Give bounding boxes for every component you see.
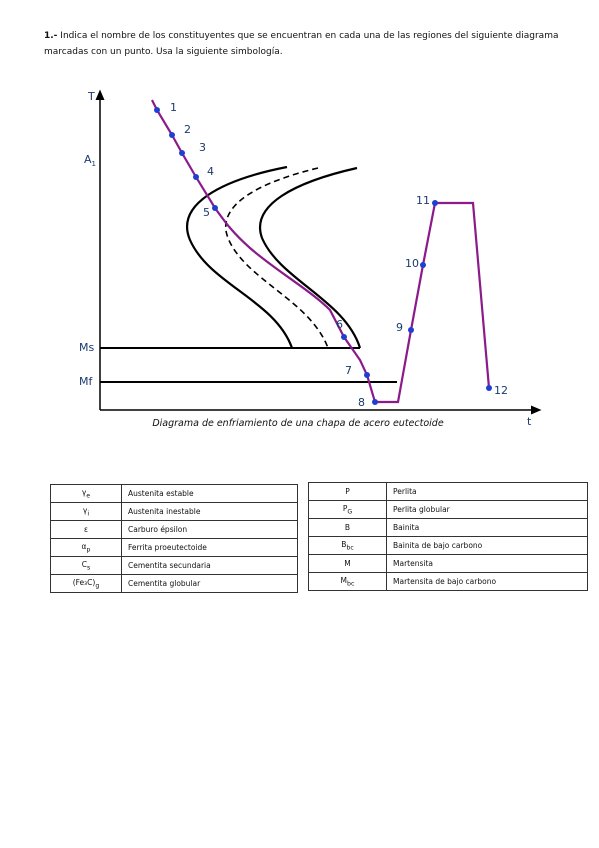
- name-cell: Austenita inestable: [121, 502, 298, 521]
- table-row: γi Austenita inestable: [50, 502, 298, 521]
- a1-label: A1: [84, 153, 96, 168]
- ms-label: Ms: [79, 341, 94, 354]
- symbol-cell: B: [308, 518, 387, 537]
- table-row: B Bainita: [308, 518, 588, 537]
- point-label: 10: [405, 257, 419, 270]
- name-cell: Bainita de bajo carbono: [386, 536, 588, 555]
- symbol: M: [344, 559, 351, 568]
- symbol-cell: Cs: [50, 556, 122, 575]
- symbol: γ: [81, 487, 87, 497]
- symbol: α: [81, 541, 87, 551]
- symbol-sub: p: [86, 546, 91, 554]
- point-dot: [432, 200, 438, 206]
- point-dot: [420, 262, 426, 268]
- a1-base: A: [84, 153, 92, 166]
- symbol: γ: [82, 505, 88, 515]
- symbol-cell: αp: [50, 538, 122, 557]
- table-row: P Perlita: [308, 482, 588, 501]
- table-row: αp Ferrita proeutectoide: [50, 538, 298, 557]
- table-row: M Martensita: [308, 554, 588, 573]
- point-label: 9: [396, 321, 403, 334]
- point-dot: [408, 327, 414, 333]
- point-label: 8: [358, 396, 365, 409]
- point-label: 6: [336, 318, 343, 331]
- table-row: Mbc Martensita de bajo carbono: [308, 572, 588, 591]
- name-cell: Perlita globular: [386, 500, 588, 519]
- name-cell: Ferrita proeutectoide: [121, 538, 298, 557]
- symbol: P: [342, 503, 348, 513]
- point-dot: [212, 205, 218, 211]
- diagram: T t A1 Ms Mf Diagrama de enfriamiento de…: [79, 89, 542, 429]
- table-row: Cs Cementita secundaria: [50, 556, 298, 575]
- start-curve: [186, 165, 294, 349]
- symbol-sub: bc: [346, 544, 354, 552]
- name-cell: Cementita secundaria: [121, 556, 298, 575]
- mid-curve: [225, 167, 329, 349]
- table-row: ε Carburo épsilon: [50, 520, 298, 539]
- point-label: 7: [345, 364, 352, 377]
- symbol-cell: ε: [50, 520, 122, 539]
- symbol-sub: s: [86, 564, 91, 572]
- question-text: Indica el nombre de los constituyentes q…: [44, 31, 559, 57]
- name-cell: Carburo épsilon: [121, 520, 298, 539]
- name-cell: Martensita: [386, 554, 588, 573]
- symbol-cell: γi: [50, 502, 122, 521]
- symbol: B: [344, 523, 351, 532]
- symbol: C: [81, 559, 87, 569]
- symbol-cell: (Fe₃C)g: [50, 574, 122, 593]
- name-cell: Austenita estable: [121, 484, 298, 503]
- point-dot: [341, 334, 347, 340]
- symbol: P: [345, 487, 350, 496]
- x-axis-label: t: [527, 415, 532, 428]
- symbol-table: γe Austenita estable γi Austenita inestable…: [50, 484, 298, 593]
- symbol-sub: bc: [347, 580, 355, 588]
- symbol: (Fe₃C): [72, 577, 96, 587]
- name-cell: Perlita: [386, 482, 588, 501]
- point-label: 2: [184, 123, 191, 136]
- table-row: γe Austenita estable: [50, 484, 298, 503]
- mf-label: Mf: [79, 375, 93, 388]
- symbol-cell: P: [308, 482, 387, 501]
- symbol-table: P Perlita PG Perlita globular B Bainita Bbc Bai…: [308, 482, 588, 591]
- symbol: M: [340, 575, 348, 585]
- symbol-cell: M: [308, 554, 387, 573]
- point-label: 4: [207, 165, 214, 178]
- symbol-sub: G: [347, 508, 353, 516]
- end-curve: [259, 166, 362, 349]
- question: 1.- Indica el nombre de los constituyent…: [44, 28, 564, 60]
- point-dot: [372, 399, 378, 405]
- caption: Diagrama de enfriamiento de una chapa de…: [152, 418, 444, 429]
- symbol-cell: Mbc: [308, 572, 387, 591]
- question-number: 1.-: [44, 31, 58, 41]
- name-cell: Cementita globular: [121, 574, 298, 593]
- point-dot: [179, 150, 185, 156]
- point-dot: [486, 385, 492, 391]
- symbol: ε: [83, 525, 89, 534]
- point-label: 5: [203, 206, 210, 219]
- symbol-cell: γe: [50, 484, 122, 503]
- point-dot: [364, 372, 370, 378]
- symbol-cell: Bbc: [308, 536, 387, 555]
- point-dot: [154, 107, 160, 113]
- point-dot: [169, 132, 175, 138]
- point-label: 12: [494, 384, 508, 397]
- a1-sub: 1: [92, 160, 96, 168]
- symbol-cell: PG: [308, 500, 387, 519]
- name-cell: Martensita de bajo carbono: [386, 572, 588, 591]
- table-row: PG Perlita globular: [308, 500, 588, 519]
- y-axis-label: T: [87, 90, 95, 103]
- point-label: 1: [170, 101, 177, 114]
- symbol-sub: g: [95, 582, 100, 590]
- point-label: 11: [416, 194, 430, 207]
- symbol-sub: e: [86, 492, 91, 500]
- symbol: B: [341, 539, 347, 549]
- point-label: 3: [199, 141, 206, 154]
- name-cell: Bainita: [386, 518, 588, 537]
- symbol-sub: i: [87, 510, 90, 518]
- table-row: (Fe₃C)g Cementita globular: [50, 574, 298, 593]
- point-dot: [193, 174, 199, 180]
- table-row: Bbc Bainita de bajo carbono: [308, 536, 588, 555]
